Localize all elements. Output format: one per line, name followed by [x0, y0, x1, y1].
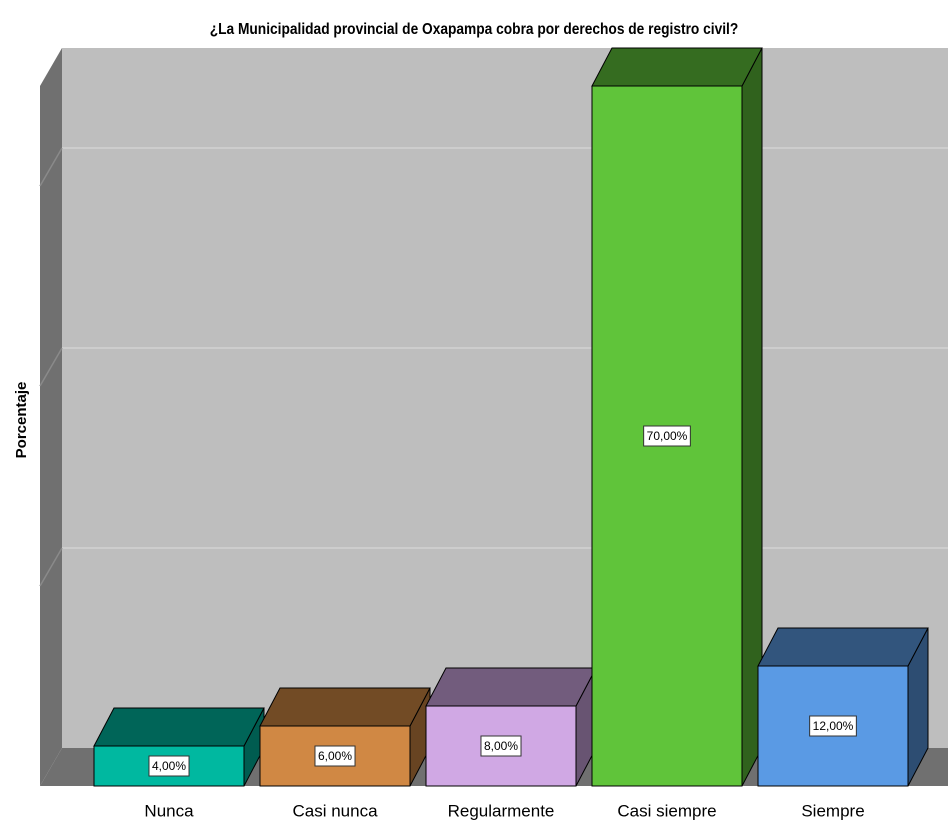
value-label-box	[809, 715, 857, 737]
x-tick-label: Siempre	[801, 801, 864, 820]
value-label: 4,00%	[152, 759, 186, 773]
grid-line	[39, 547, 63, 587]
plot: 4,00% Nunca 6,00% Casi nunca 8,00% Regularmen…	[39, 47, 948, 820]
value-label: 8,00%	[484, 739, 518, 753]
value-label-box	[643, 425, 691, 447]
x-tick-label: Casi nunca	[292, 801, 378, 820]
y-axis-label: Porcentaje	[13, 382, 30, 459]
x-tick-label: Casi siempre	[617, 801, 716, 820]
value-label-box	[148, 755, 190, 777]
bar-top	[757, 627, 929, 667]
bar	[757, 627, 929, 787]
x-tick-label: Nunca	[144, 801, 194, 820]
value-label: 12,00%	[813, 719, 854, 733]
bar	[93, 707, 265, 787]
bar	[425, 667, 597, 787]
value-label: 70,00%	[647, 429, 688, 443]
bar-top	[591, 47, 763, 87]
bar	[259, 687, 431, 787]
bar-top	[425, 667, 597, 707]
x-tick-label: Regularmente	[448, 801, 555, 820]
chart-title: ¿La Municipalidad provincial de Oxapampa…	[210, 20, 739, 38]
grid-line	[39, 347, 63, 387]
bar-top	[93, 707, 265, 747]
value-label-box	[480, 735, 522, 757]
left-wall	[40, 48, 62, 786]
value-label: 6,00%	[318, 749, 352, 763]
bar-top	[259, 687, 431, 727]
bar	[591, 47, 763, 787]
value-label-box	[314, 745, 356, 767]
grid-line	[39, 147, 63, 187]
